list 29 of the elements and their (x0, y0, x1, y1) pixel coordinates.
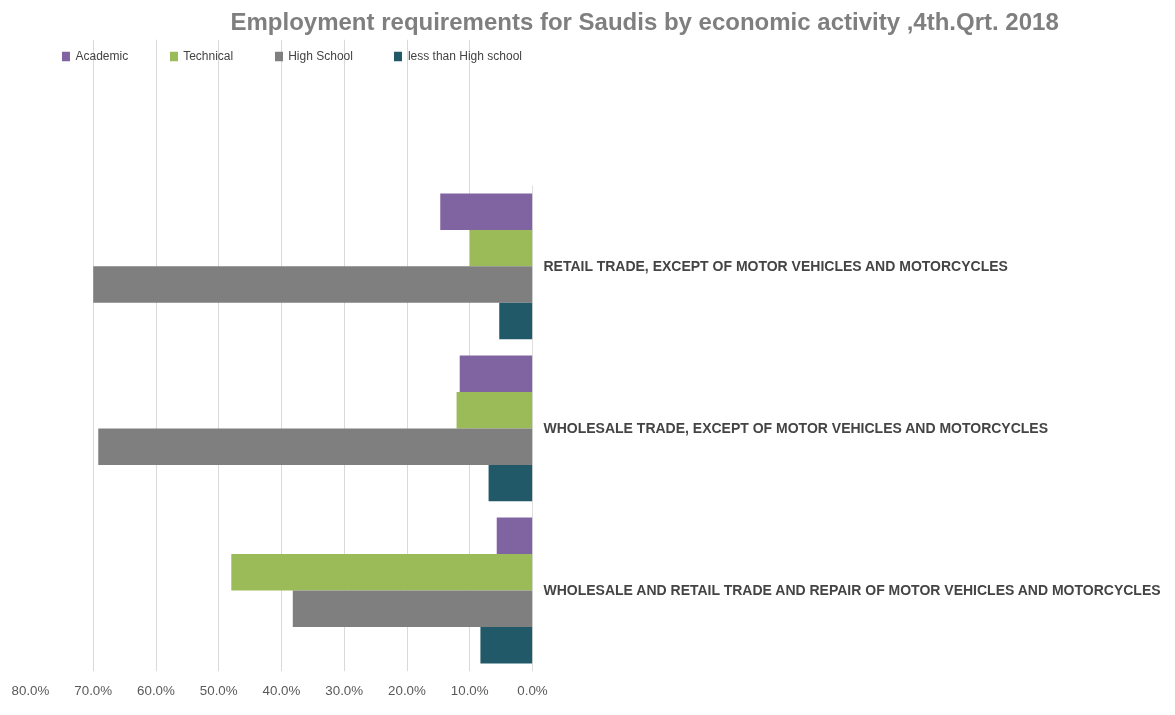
bar (231, 554, 533, 591)
x-tick-label: 10.0% (450, 682, 489, 698)
bar (93, 266, 533, 303)
x-tick-label: 40.0% (262, 682, 301, 698)
x-tick-label: 60.0% (137, 682, 176, 698)
y-tick-label: WHOLESALE AND RETAIL TRADE AND REPAIR OF MOTOR VEHICLES AND MOTORCYCLES (543, 582, 1161, 599)
bar (496, 517, 533, 555)
x-tick-label: 0.0% (517, 682, 548, 698)
bar (469, 229, 533, 267)
y-tick-label: RETAIL TRADE, EXCEPT OF MOTOR VEHICLES AND MOTORCYCLES (543, 258, 1008, 275)
bar (98, 428, 533, 465)
x-tick-label: 50.0% (199, 682, 238, 698)
bar (292, 590, 533, 627)
bar (456, 391, 533, 429)
legend-label: Technical (183, 49, 234, 63)
bar (480, 626, 533, 664)
x-tick-label: 80.0% (11, 682, 50, 698)
y-tick-label: WHOLESALE TRADE, EXCEPT OF MOTOR VEHICLES AND MOTORCYCLES (543, 420, 1049, 437)
x-tick-label: 20.0% (388, 682, 427, 698)
text: Employment requirements for Saudis by economic activity ,4th.Qrt. 2018 (230, 7, 1059, 35)
bar (440, 193, 533, 230)
x-tick-label: 30.0% (325, 682, 364, 698)
legend-label: Academic (75, 49, 129, 63)
bar (488, 464, 533, 502)
legend-label: High School (288, 49, 353, 63)
bar (499, 302, 533, 340)
legend-label: less than High school (407, 49, 522, 63)
x-tick-label: 70.0% (74, 682, 113, 698)
bar (459, 355, 533, 392)
